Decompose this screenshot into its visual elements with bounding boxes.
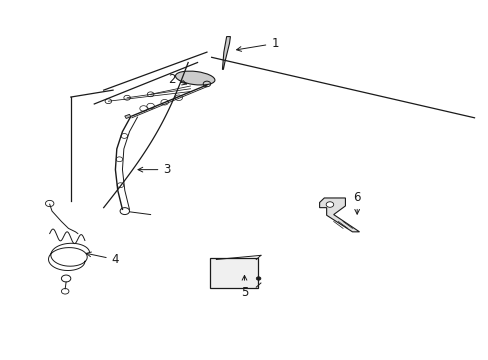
Text: 2: 2	[168, 73, 186, 86]
FancyBboxPatch shape	[210, 258, 257, 288]
Circle shape	[325, 202, 333, 207]
Text: 1: 1	[236, 37, 278, 51]
Ellipse shape	[175, 71, 215, 85]
Text: 3: 3	[138, 163, 170, 176]
Text: 4: 4	[86, 252, 119, 266]
Text: 5: 5	[240, 275, 248, 299]
Polygon shape	[124, 114, 131, 118]
Polygon shape	[222, 37, 230, 69]
Text: 6: 6	[353, 191, 360, 214]
Polygon shape	[319, 198, 359, 232]
Circle shape	[256, 277, 261, 280]
